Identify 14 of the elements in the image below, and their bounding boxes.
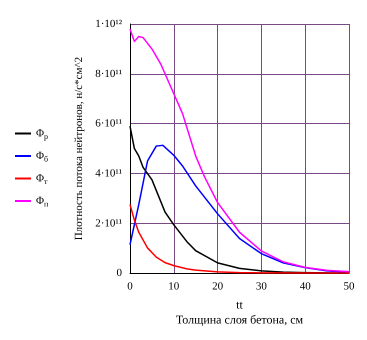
x-tick-label: 40 <box>300 280 312 293</box>
y-tick-label: 4·10¹¹ <box>95 167 122 180</box>
y-tick-label: 2·10¹¹ <box>95 217 122 230</box>
x-tick-label: 10 <box>168 280 180 293</box>
y-tick-label: 1·10¹² <box>95 18 123 30</box>
x-tick-label: 0 <box>127 280 134 293</box>
y-tick-label: 8·10¹¹ <box>95 68 122 80</box>
x-axis-title: tt Толщина слоя бетона, см <box>176 298 304 326</box>
y-tick-label: 0 <box>116 267 122 280</box>
x-tick-label: 50 <box>344 280 355 293</box>
x-tick-label: 20 <box>212 280 224 293</box>
x-tick-label: 30 <box>256 280 268 293</box>
y-axis-title: Плотность потока нейтронов, н/с*см^2 <box>72 56 85 240</box>
y-tick-label: 6·10¹¹ <box>95 118 122 130</box>
